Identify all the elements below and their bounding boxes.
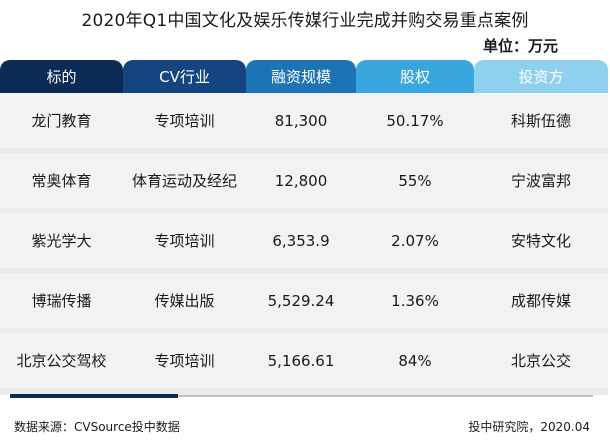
cell-investor: 宁波富邦: [510, 172, 571, 190]
cell-industry: 传媒出版: [154, 292, 215, 310]
cell-target: 常奥体育: [31, 172, 92, 190]
cell-amount: 6,353.9: [272, 231, 330, 250]
cell-equity: 2.07%: [391, 231, 439, 250]
page-title: 2020年Q1中国文化及娱乐传媒行业完成并购交易重点案例: [81, 11, 529, 31]
table-row: 常奥体育 体育运动及经纪 12,800 55% 宁波富邦: [0, 153, 608, 208]
cell-target: 龙门教育: [31, 112, 92, 130]
cell-equity: 50.17%: [386, 111, 444, 130]
header-investor: 投资方: [474, 60, 608, 93]
cell-investor: 成都传媒: [510, 292, 571, 310]
table-body: 龙门教育 专项培训 81,300 50.17% 科斯伍德 常奥体育 体育运动及经…: [0, 93, 608, 395]
cell-industry: 专项培训: [154, 232, 215, 250]
cell-amount: 5,529.24: [267, 291, 335, 310]
header-industry: CV行业: [123, 60, 246, 93]
cell-target: 博瑞传播: [31, 292, 92, 310]
cell-amount: 5,166.61: [267, 351, 335, 370]
cell-industry: 专项培训: [154, 352, 215, 370]
table-row: 博瑞传播 传媒出版 5,529.24 1.36% 成都传媒: [0, 273, 608, 328]
cell-investor: 北京公交: [510, 352, 571, 370]
cell-equity: 1.36%: [391, 291, 439, 310]
cell-target: 北京公交驾校: [16, 352, 107, 370]
table-row: 紫光学大 专项培训 6,353.9 2.07% 安特文化: [0, 213, 608, 268]
table-row: 北京公交驾校 专项培训 5,166.61 84% 北京公交: [0, 333, 608, 388]
table-row: 龙门教育 专项培训 81,300 50.17% 科斯伍德: [0, 93, 608, 148]
publisher-credit: 投中研究院，2020.04: [468, 420, 590, 434]
header-target: 标的: [0, 60, 123, 93]
data-source: 数据来源：CVSource投中数据: [14, 420, 180, 434]
table-header: 标的 CV行业 融资规模 股权 投资方: [0, 60, 608, 93]
cell-industry: 专项培训: [154, 112, 215, 130]
cell-industry: 体育运动及经纪: [131, 172, 237, 190]
cell-investor: 科斯伍德: [510, 112, 571, 130]
cell-investor: 安特文化: [510, 232, 571, 250]
deals-table: 标的 CV行业 融资规模 股权 投资方 龙门教育 专项培训 81,300 50.…: [0, 60, 608, 395]
unit-label: 单位：万元: [482, 37, 558, 55]
cell-equity: 55%: [398, 171, 432, 190]
cell-equity: 84%: [398, 351, 432, 370]
footer-divider: [10, 395, 593, 397]
header-equity: 股权: [356, 60, 474, 93]
cell-target: 紫光学大: [31, 232, 92, 250]
footer-divider-accent: [10, 394, 178, 398]
cell-amount: 12,800: [274, 171, 328, 190]
header-amount: 融资规模: [246, 60, 356, 93]
cell-amount: 81,300: [274, 111, 328, 130]
